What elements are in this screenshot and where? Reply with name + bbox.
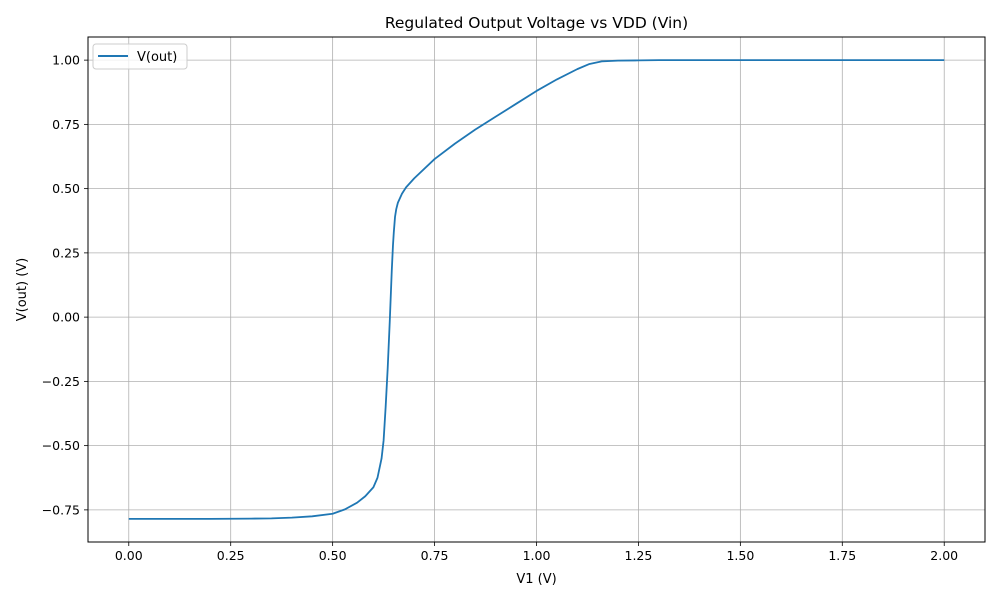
grid	[88, 37, 985, 542]
x-tick-label: 2.00	[930, 548, 958, 563]
x-tick-label: 0.75	[421, 548, 449, 563]
x-tick-label: 1.50	[726, 548, 754, 563]
y-tick-label: 0.25	[52, 245, 80, 260]
legend-label: V(out)	[137, 50, 177, 65]
x-axis-label: V1 (V)	[516, 572, 556, 587]
x-tick-label: 1.00	[523, 548, 551, 563]
x-tick-label: 0.50	[319, 548, 347, 563]
series-line-0	[128, 59, 945, 520]
y-tick-label: −0.75	[42, 502, 80, 517]
x-tick-label: 0.00	[115, 548, 143, 563]
y-tick-label: −0.50	[42, 438, 80, 453]
legend: V(out)	[92, 43, 188, 70]
y-tick-label: 0.50	[52, 181, 80, 196]
x-tick-label: 1.25	[625, 548, 653, 563]
y-tick-label: −0.25	[42, 374, 80, 389]
x-tick-label: 1.75	[828, 548, 856, 563]
x-tick-label: 0.25	[217, 548, 245, 563]
y-axis-label: V(out) (V)	[15, 258, 30, 322]
chart-title: Regulated Output Voltage vs VDD (Vin)	[385, 14, 688, 32]
y-tick-label: 0.75	[52, 117, 80, 132]
ticks: 0.00 0.25 0.50 0.75 1.00 1.25 1.50 1.75 2.00 −0.7…	[42, 53, 958, 563]
y-tick-label: 1.00	[52, 53, 80, 68]
y-tick-label: 0.00	[52, 310, 80, 325]
legend-box	[92, 43, 188, 70]
series-layer	[128, 59, 945, 520]
